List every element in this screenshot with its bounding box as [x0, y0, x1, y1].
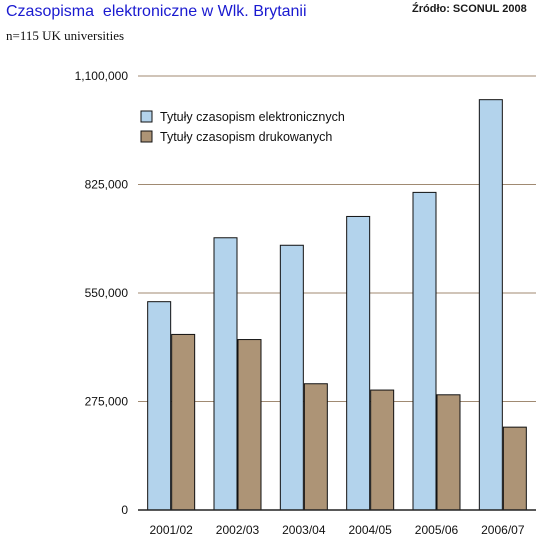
- legend-swatch: [140, 130, 153, 143]
- x-tick-label: 2002/03: [216, 523, 260, 537]
- x-tick-label: 2006/07: [481, 523, 525, 537]
- chart-title: Czasopisma elektroniczne w Wlk. Brytanii: [6, 3, 307, 20]
- bar-electronic: [346, 215, 371, 511]
- y-tick-label: 550,000: [85, 286, 129, 300]
- legend-swatch: [140, 110, 153, 123]
- bars: [147, 99, 527, 511]
- bar-electronic: [478, 99, 503, 511]
- legend: Tytuły czasopism elektronicznych Tytuły c…: [140, 110, 345, 144]
- gridlines: [138, 75, 536, 402]
- y-tick-label: 0: [121, 503, 128, 517]
- bar-print: [171, 333, 196, 511]
- source-note: Źródło: SCONUL 2008: [412, 3, 527, 15]
- x-tick-label: 2004/05: [348, 523, 392, 537]
- bar-print: [370, 389, 395, 511]
- legend-label: Tytuły czasopism drukowanych: [160, 130, 332, 144]
- legend-label: Tytuły czasopism elektronicznych: [160, 110, 345, 124]
- bar-print: [436, 394, 461, 511]
- bar-electronic: [147, 301, 172, 511]
- y-tick-label: 1,100,000: [75, 69, 129, 83]
- y-tick-label: 825,000: [85, 178, 129, 192]
- y-tick-labels: 0 275,000 550,000 825,000 1,100,000: [75, 69, 129, 517]
- y-tick-label: 275,000: [85, 395, 129, 409]
- bar-electronic: [279, 244, 304, 511]
- x-tick-labels: 2001/02 2002/03 2003/04 2004/05 2005/06 2006/…: [149, 523, 524, 537]
- bar-print: [237, 339, 262, 511]
- bar-print: [303, 383, 328, 511]
- x-tick-label: 2001/02: [149, 523, 193, 537]
- bar-print: [502, 426, 527, 511]
- chart-subtitle: n=115 UK universities: [6, 28, 125, 43]
- x-tick-label: 2005/06: [415, 523, 459, 537]
- bar-electronic: [412, 191, 437, 511]
- x-tick-label: 2003/04: [282, 523, 326, 537]
- bar-electronic: [213, 237, 238, 511]
